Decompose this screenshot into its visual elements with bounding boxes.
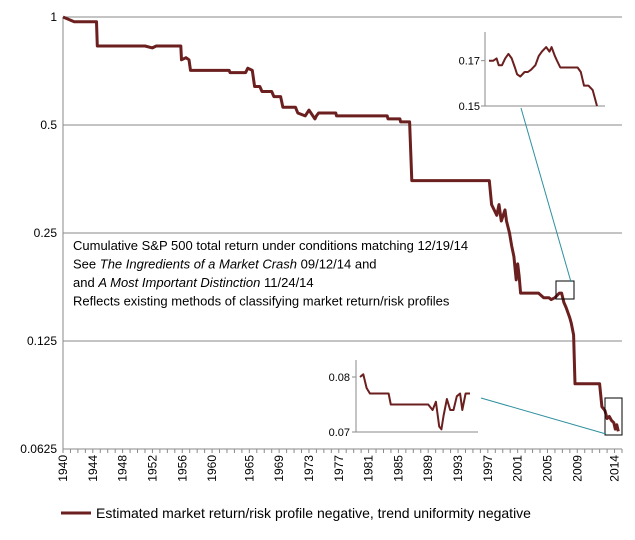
inset-series-line [359,373,470,431]
x-tick-label: 1997 [481,455,495,482]
inset-background [316,354,486,442]
x-tick-label: 1948 [116,455,130,482]
inset-connector-1 [520,107,572,283]
y-tick-label: 0.5 [40,118,57,132]
y-tick-label: 0.0625 [20,442,57,456]
y-tick-label: 0.25 [34,226,58,240]
annotation-line: See The Ingredients of a Market Crash 09… [73,257,377,272]
inset-y-tick-label: 0.15 [459,101,480,113]
x-tick-label: 1952 [145,455,159,482]
annotation-line: and A Most Important Distinction 11/24/1… [73,275,314,290]
inset-chart-zoom-2005-2008: 0.17 0.15 [445,26,613,116]
inset-series-line [489,46,598,107]
zoom-box-2012-2014 [604,397,623,436]
x-tick-label: 2001 [511,455,525,482]
annotation-layer: Cumulative S&P 500 total return under co… [73,238,468,309]
y-tick-label: 0.125 [27,334,57,348]
inset-chart-zoom-2012-2014: 0.08 0.07 [316,354,486,442]
x-tick-label: 2009 [570,455,584,482]
x-tick-label: 2005 [540,455,554,482]
legend-layer: Estimated market return/risk profile neg… [61,505,531,521]
x-tick-label: 1985 [391,455,405,482]
annotation-line: Reflects existing methods of classifying… [73,294,450,309]
annotation-text-part: Cumulative S&P 500 total return under co… [73,238,468,253]
inset-y-tick-label: 0.17 [459,56,480,68]
annotation-text-part: 11/24/14 [260,275,313,290]
annotation-text-part: 09/12/14 and [297,257,377,272]
annotation-text-part: A Most Important Distinction [97,275,260,290]
x-tick-label: 1981 [362,455,376,482]
inset-y-tick-label: 0.08 [329,372,350,384]
annotation-line: Cumulative S&P 500 total return under co… [73,238,468,253]
annotation-text-part: Reflects existing methods of classifying… [73,294,450,309]
inset-y-tick-label: 0.07 [329,427,350,439]
y-tick-label: 1 [50,10,57,24]
zoom-box-2005-2008 [555,280,575,300]
legend-label: Estimated market return/risk profile neg… [96,505,531,521]
annotation-text-part: The Ingredients of a Market Crash [100,257,297,272]
x-tick-label: 1956 [175,455,189,482]
series-layer [62,15,620,432]
x-tick-label: 1969 [272,455,286,482]
x-tick-label: 1944 [86,455,100,482]
annotation-text-part: See [73,257,100,272]
x-tick-label: 1960 [205,455,219,482]
inset-layer: 0.17 0.15 0.08 0.07 [316,26,623,442]
annotation-text-part: and [73,275,98,290]
grid-layer [63,16,622,342]
x-tick-label: 1965 [242,455,256,482]
inset-connector-2 [480,397,607,435]
series-line [62,15,620,432]
x-tick-label: 1940 [56,455,70,482]
x-tick-label: 1989 [421,455,435,482]
x-tick-label: 1973 [302,455,316,482]
x-tick-label: 2014 [608,455,622,482]
x-tick-label: 1993 [451,455,465,482]
x-tick-label: 1977 [332,455,346,482]
